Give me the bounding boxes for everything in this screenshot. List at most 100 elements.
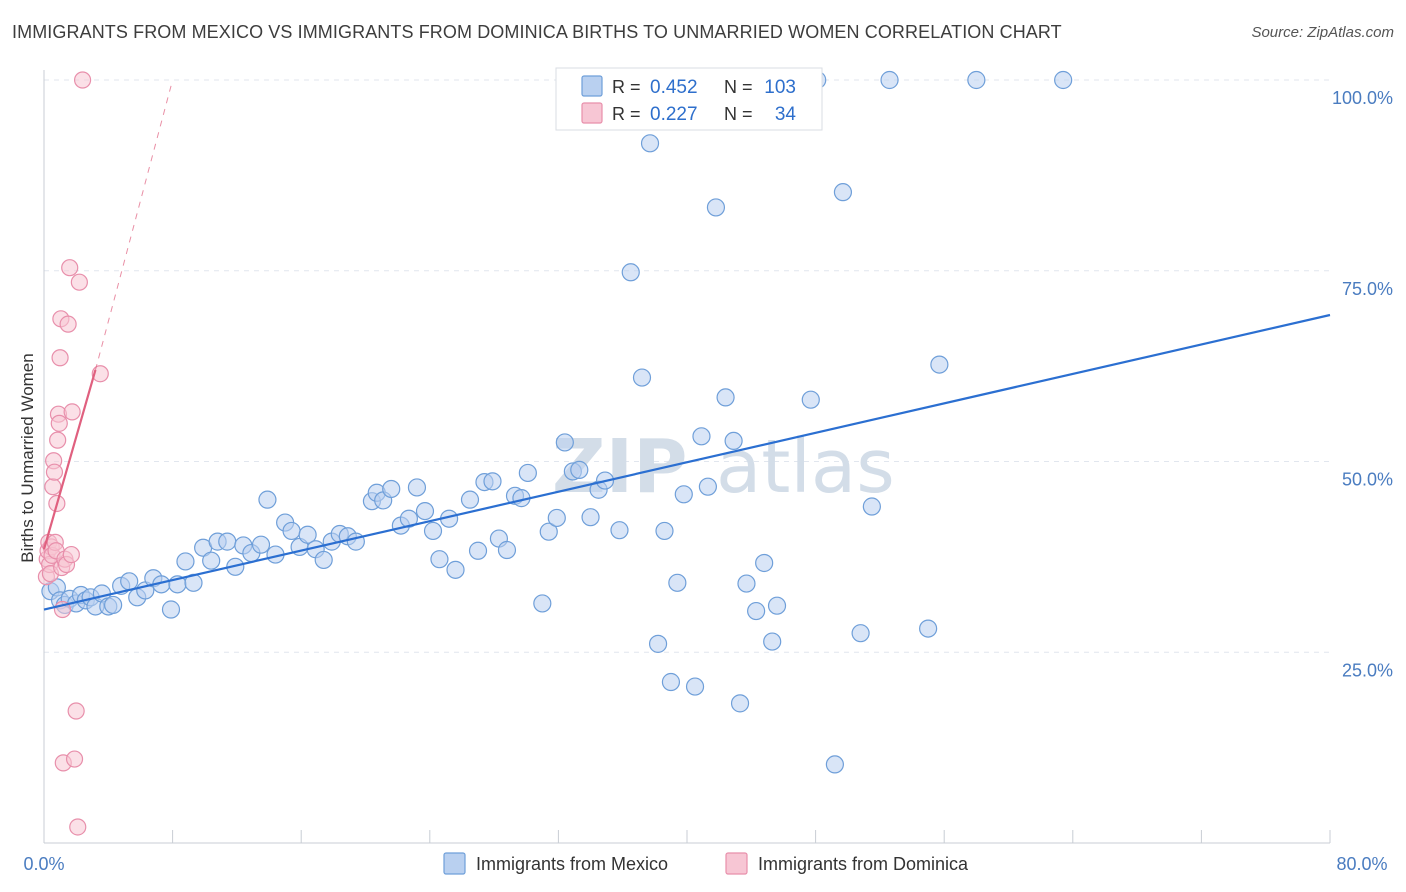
mexico-point (1055, 72, 1072, 89)
legend-mexico-swatch (582, 76, 602, 96)
dominica-trendline-extension (95, 80, 172, 370)
legend-series: Immigrants from Mexico Immigrants from D… (444, 853, 969, 874)
legend-mexico-n-value: 103 (764, 77, 796, 98)
dominica-point (60, 316, 76, 332)
dominica-point (67, 751, 83, 767)
mexico-point (121, 573, 138, 590)
mexico-point (416, 503, 433, 520)
mexico-point (764, 633, 781, 650)
mexico-point (802, 391, 819, 408)
dominica-point (70, 819, 86, 835)
dominica-point (68, 703, 84, 719)
mexico-point (693, 428, 710, 445)
mexico-point (717, 389, 734, 406)
legend-dominica-r-value: 0.227 (650, 104, 698, 125)
legend-mexico-r-label: R = (612, 77, 641, 97)
legend-mexico-n-label: N = (724, 77, 753, 97)
mexico-point (675, 486, 692, 503)
dominica-point (50, 432, 66, 448)
mexico-point (756, 554, 773, 571)
legend-dominica-r-label: R = (612, 104, 641, 124)
dominica-point (52, 350, 68, 366)
trendlines (44, 80, 1330, 610)
mexico-point (707, 199, 724, 216)
mexico-point (669, 574, 686, 591)
mexico-point (687, 678, 704, 695)
mexico-point (633, 369, 650, 386)
mexico-point (259, 491, 276, 508)
mexico-point (662, 674, 679, 691)
y-tick-label: 75.0% (1342, 279, 1393, 299)
dominica-point (64, 404, 80, 420)
mexico-point (650, 635, 667, 652)
y-tick-label: 50.0% (1342, 470, 1393, 490)
mexico-point (283, 522, 300, 539)
mexico-point (622, 264, 639, 281)
mexico-point (556, 434, 573, 451)
y-tick-label: 25.0% (1342, 660, 1393, 680)
mexico-point (408, 479, 425, 496)
mexico-point (498, 542, 515, 559)
dominica-point (45, 479, 61, 495)
legend-bottom-mexico-swatch (444, 853, 465, 874)
series-dominica-points (38, 72, 108, 835)
mexico-point (470, 542, 487, 559)
mexico-point (611, 522, 628, 539)
mexico-point (656, 522, 673, 539)
mexico-point (177, 553, 194, 570)
mexico-point (863, 498, 880, 515)
mexico-point (881, 72, 898, 89)
mexico-point (852, 625, 869, 642)
dominica-point (46, 464, 62, 480)
mexico-point (571, 461, 588, 478)
mexico-point (699, 478, 716, 495)
mexico-point (732, 695, 749, 712)
legend-bottom-mexico-label: Immigrants from Mexico (476, 854, 668, 874)
mexico-point (748, 603, 765, 620)
x-tick-label-max: 80.0% (1336, 854, 1387, 874)
mexico-point (769, 597, 786, 614)
legend-mexico-r-value: 0.452 (650, 77, 698, 98)
watermark-atlas: atlas (716, 424, 895, 510)
x-axis-ticks (173, 830, 1330, 843)
dominica-point (75, 72, 91, 88)
dominica-point (62, 260, 78, 276)
mexico-point (534, 595, 551, 612)
legend-dominica-swatch (582, 103, 602, 123)
mexico-point (219, 533, 236, 550)
mexico-point (642, 135, 659, 152)
mexico-point (738, 575, 755, 592)
mexico-point (105, 596, 122, 613)
y-axis-tick-labels: 100.0% 75.0% 50.0% 25.0% (1332, 88, 1393, 680)
legend-dominica-n-value: 34 (775, 104, 797, 125)
legend-stats: R = 0.452 N = 103 R = 0.227 N = 34 (556, 68, 822, 130)
mexico-point (548, 509, 565, 526)
scatter-chart: ZIP atlas 100.0%75.0%50.0%25.0% 0.0% 80.… (0, 0, 1406, 892)
mexico-trendline (44, 315, 1330, 610)
dominica-point (71, 274, 87, 290)
mexico-point (447, 561, 464, 578)
mexico-point (968, 72, 985, 89)
mexico-point (519, 464, 536, 481)
x-tick-label-min: 0.0% (23, 854, 64, 874)
legend-bottom-dominica-label: Immigrants from Dominica (758, 854, 969, 874)
series-mexico-points (42, 72, 1072, 773)
mexico-point (725, 432, 742, 449)
mexico-point (315, 551, 332, 568)
dominica-point (63, 547, 79, 563)
mexico-point (431, 551, 448, 568)
legend-bottom-dominica-swatch (726, 853, 747, 874)
mexico-point (383, 480, 400, 497)
mexico-point (203, 552, 220, 569)
y-axis-title: Births to Unmarried Women (18, 353, 37, 562)
mexico-point (931, 356, 948, 373)
dominica-point (51, 415, 67, 431)
legend-dominica-n-label: N = (724, 104, 753, 124)
mexico-point (920, 620, 937, 637)
mexico-point (425, 522, 442, 539)
mexico-point (582, 509, 599, 526)
mexico-point (253, 536, 270, 553)
mexico-point (834, 184, 851, 201)
y-tick-label: 100.0% (1332, 88, 1393, 108)
mexico-point (826, 756, 843, 773)
